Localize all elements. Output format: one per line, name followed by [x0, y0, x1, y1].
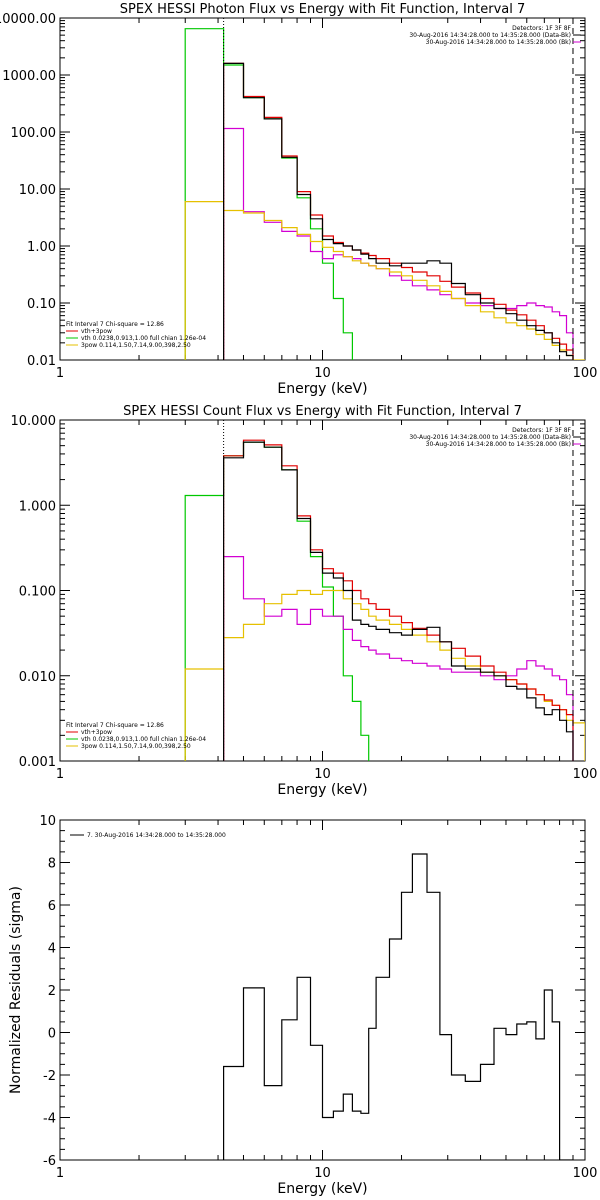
- y-tick-label: -6: [43, 1154, 56, 1169]
- y-tick-label: 100.00: [11, 126, 57, 141]
- series-group: [184, 439, 585, 761]
- x-tick-label: 1: [56, 1166, 64, 1181]
- info-line: 30-Aug-2016 14:34:28.000 to 14:35:28.000…: [426, 441, 571, 448]
- chart-1: SPEX HESSI Photon Flux vs Energy with Fi…: [0, 2, 597, 397]
- y-tick-label: 0.010: [19, 670, 56, 685]
- y-tick-label: -4: [43, 1112, 56, 1127]
- x-axis-label: Energy (keV): [277, 381, 367, 397]
- y-axis-label: Normalized Residuals (sigma): [8, 886, 24, 1094]
- y-tick-label: 1000.00: [2, 69, 56, 84]
- series-magenta-line: [223, 127, 574, 360]
- info-line: 30-Aug-2016 14:34:28.000 to 14:35:28.000…: [409, 32, 571, 39]
- y-tick-label: 0.100: [19, 585, 56, 600]
- x-axis-label: Energy (keV): [277, 1181, 367, 1197]
- y-tick-label: 0: [48, 1027, 56, 1042]
- series-black-line: [223, 441, 574, 761]
- fit-legend-line: 3pow 0.114,1.50,7.14,9.00,398,2.50: [81, 342, 191, 349]
- y-tick-label: 1.000: [19, 499, 56, 514]
- series-yellow-line: [184, 589, 585, 761]
- x-tick-label: 10: [314, 767, 331, 782]
- y-tick-label: 6: [48, 899, 56, 914]
- legend-label: 7. 30-Aug-2016 14:34:28.000 to 14:35:28.…: [87, 832, 226, 839]
- chart-2: SPEX HESSI Count Flux vs Energy with Fit…: [11, 404, 598, 798]
- x-tick-label: 1: [56, 767, 64, 782]
- y-tick-label: 10.000: [11, 414, 57, 429]
- x-tick-label: 100: [573, 366, 598, 381]
- info-line: Detectors: 1F 3F 8F: [512, 427, 571, 434]
- series-magenta-line: [223, 556, 574, 761]
- info-line: Detectors: 1F 3F 8F: [512, 25, 571, 32]
- x-tick-label: 100: [573, 767, 598, 782]
- info-line: 30-Aug-2016 14:34:28.000 to 14:35:28.000…: [426, 39, 571, 46]
- series-green-line: [184, 28, 353, 360]
- series-red-line: [223, 439, 574, 761]
- fit-legend-line: vth 0.0238,0.913,1.00 full chian 1.26e-0…: [81, 736, 206, 743]
- fit-legend-line: vth+3pow: [81, 328, 112, 335]
- y-tick-label: 4: [48, 942, 56, 957]
- y-tick-label: 10000.00: [0, 12, 56, 27]
- fit-legend-line: vth 0.0238,0.913,1.00 full chian 1.26e-0…: [81, 335, 206, 342]
- fit-legend-line: vth+3pow: [81, 729, 112, 736]
- series-black-line: [223, 62, 574, 360]
- y-tick-label: 0.01: [27, 354, 56, 369]
- fit-legend-line: Fit Interval 7 Chi-square = 12.86: [66, 321, 164, 328]
- y-tick-label: 8: [48, 857, 56, 872]
- x-axis-label: Energy (keV): [277, 782, 367, 798]
- y-tick-label: 0.10: [27, 297, 56, 312]
- series-group: [223, 853, 574, 1160]
- chart-title: SPEX HESSI Photon Flux vs Energy with Fi…: [120, 2, 526, 17]
- fit-legend-line: Fit Interval 7 Chi-square = 12.86: [66, 722, 164, 729]
- x-tick-label: 100: [573, 1166, 598, 1181]
- y-tick-label: 10: [39, 814, 56, 829]
- series-yellow-line: [184, 201, 585, 360]
- y-tick-label: 10.00: [19, 183, 56, 198]
- y-tick-label: 2: [48, 984, 56, 999]
- series-black-line: [223, 853, 574, 1160]
- chart-title: SPEX HESSI Count Flux vs Energy with Fit…: [123, 404, 522, 419]
- x-tick-label: 1: [56, 366, 64, 381]
- fit-legend-line: 3pow 0.114,1.50,7.14,9.00,398,2.50: [81, 743, 191, 750]
- series-group: [184, 28, 585, 360]
- y-tick-label: 1.00: [27, 240, 56, 255]
- y-tick-label: 0.001: [19, 755, 56, 770]
- x-tick-label: 10: [314, 366, 331, 381]
- info-line: 30-Aug-2016 14:34:28.000 to 14:35:28.000…: [409, 434, 571, 441]
- y-tick-label: -2: [43, 1069, 56, 1084]
- x-tick-label: 10: [314, 1166, 331, 1181]
